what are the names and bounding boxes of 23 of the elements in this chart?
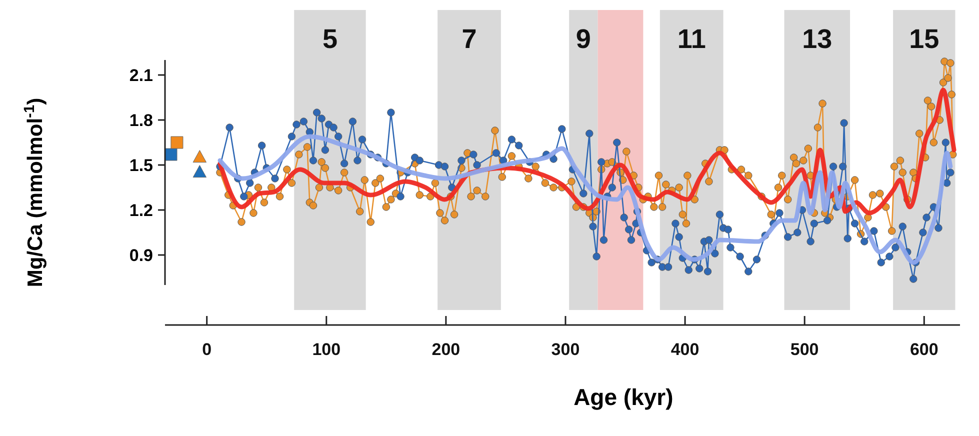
x-tick-label: 300 xyxy=(551,340,580,360)
point xyxy=(170,136,184,149)
band-label: 5 xyxy=(322,24,338,54)
point xyxy=(192,150,207,163)
x-tick-label: 0 xyxy=(202,340,212,360)
x-axis-title: Age (kyr) xyxy=(574,384,674,410)
band-label: 13 xyxy=(802,24,832,54)
x-tick-label: 100 xyxy=(312,340,341,360)
band-label: 15 xyxy=(909,24,940,54)
y-tick-label: 1.2 xyxy=(129,200,153,220)
y-tick-label: 1.5 xyxy=(129,156,153,175)
x-tick-label: 500 xyxy=(790,340,819,360)
y-tick-label: 1.8 xyxy=(129,110,153,130)
y-tick-label: 0.9 xyxy=(129,246,153,265)
band-label: 9 xyxy=(576,24,591,54)
band-label: 11 xyxy=(677,24,706,54)
x-tick-label: 400 xyxy=(670,340,700,360)
y-tick-label: 2.1 xyxy=(129,66,153,85)
x-tick-label: 600 xyxy=(910,340,938,360)
point xyxy=(192,165,207,178)
band-label: 7 xyxy=(462,24,477,54)
point xyxy=(164,148,178,161)
x-tick-label: 200 xyxy=(432,340,460,360)
